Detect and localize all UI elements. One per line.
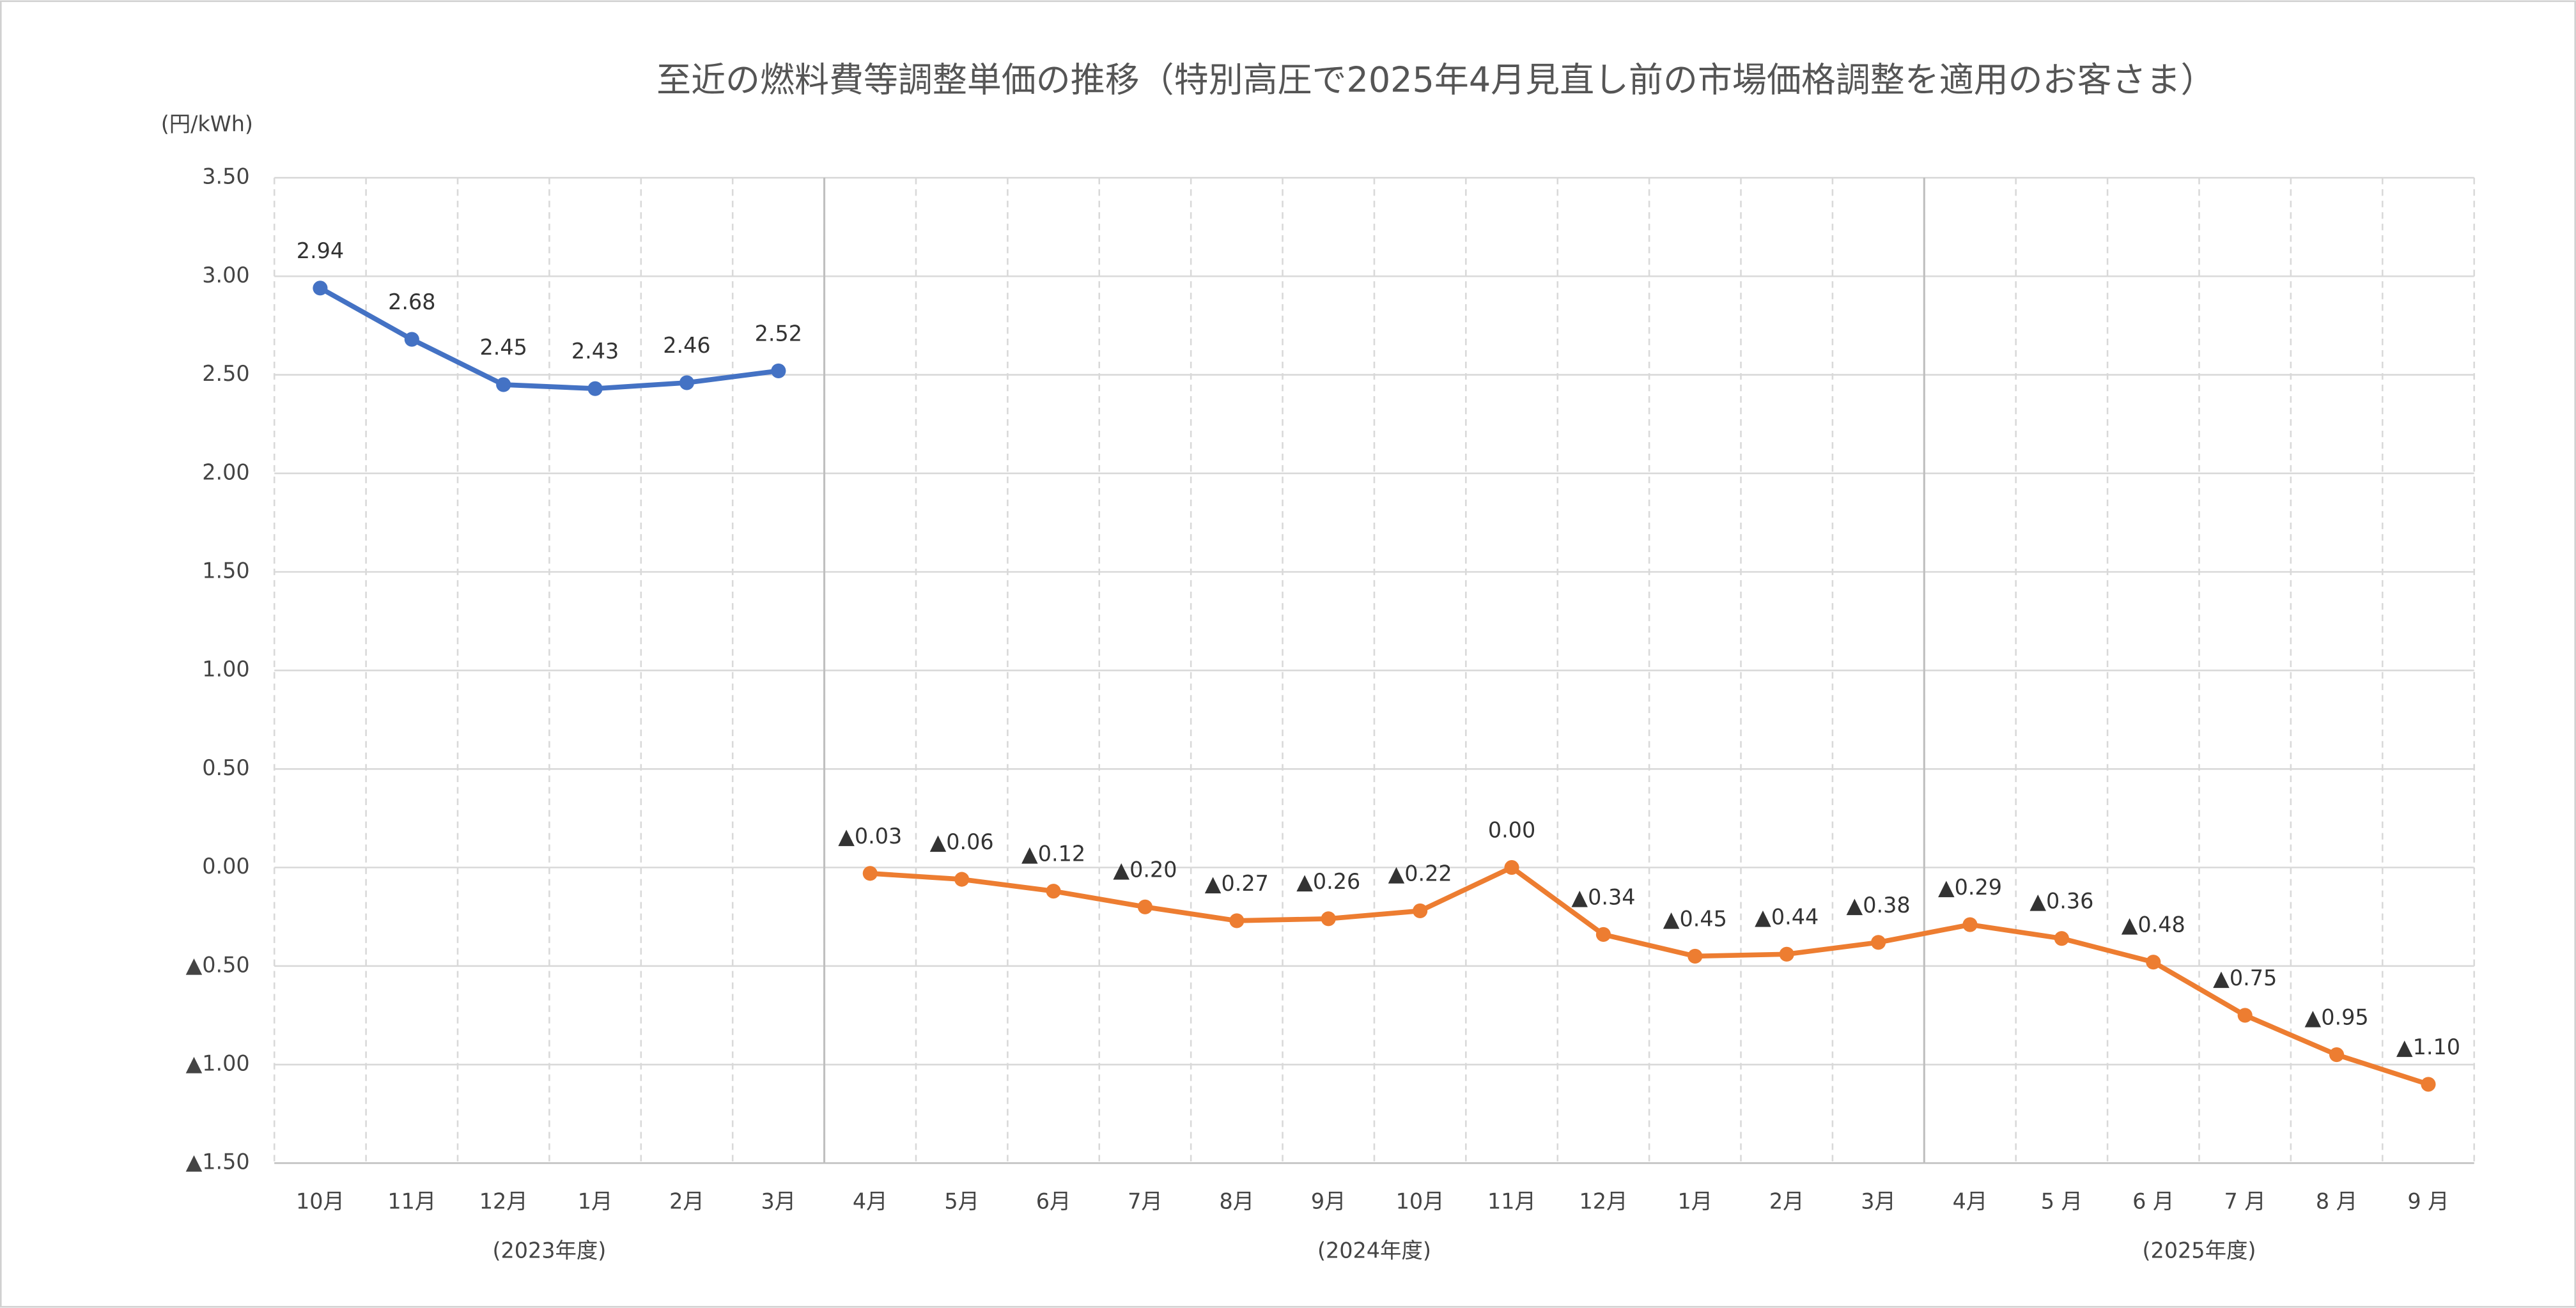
data-point [1046,884,1061,899]
data-label: ▲0.45 [1663,906,1727,931]
data-label: ▲0.44 [1755,904,1819,929]
data-point [1688,948,1703,964]
x-tick-label: 7月 [1128,1189,1163,1213]
data-label: ▲0.38 [1847,893,1911,918]
x-tick-label: 1月 [1677,1189,1712,1213]
data-label: ▲0.48 [2122,912,2185,937]
group-label: (2025年度) [2143,1238,2256,1263]
x-tick-label: 4月 [853,1189,888,1213]
y-tick-label: 1.00 [202,657,249,682]
data-label: ▲1.10 [2396,1035,2460,1059]
data-point [1321,911,1336,927]
data-label: ▲0.27 [1205,871,1269,896]
x-tick-label: 5月 [944,1189,979,1213]
data-point [1779,946,1794,962]
data-point [771,363,786,378]
x-tick-label: 3月 [761,1189,796,1213]
y-tick-label: ▲1.00 [186,1051,250,1076]
data-label: 2.45 [480,335,527,360]
data-point [954,872,970,887]
x-tick-label: 12月 [1579,1189,1627,1213]
data-point [313,281,328,296]
y-tick-label: 3.50 [202,164,249,189]
data-label: ▲0.12 [1021,842,1085,866]
data-label: ▲0.06 [930,829,994,854]
series-line [870,865,2430,1087]
x-tick-label: 9 月 [2407,1189,2449,1213]
data-label: ▲0.34 [1571,884,1635,909]
data-label: 2.46 [663,333,710,358]
x-tick-label: 10月 [1396,1189,1445,1213]
x-tick-label: 12月 [479,1189,528,1213]
x-tick-label: 2月 [1769,1189,1804,1213]
data-point [1229,913,1245,928]
data-point [404,332,419,347]
data-label: ▲0.22 [1388,861,1452,886]
series-line [319,286,779,392]
y-tick-label: 2.00 [202,459,249,484]
group-label: (2023年度) [492,1238,606,1263]
data-point [2237,1008,2253,1023]
x-tick-label: 4月 [1953,1189,1988,1213]
x-tick-label: 1月 [578,1189,613,1213]
x-tick-label: 11月 [1487,1189,1536,1213]
chart-title: 至近の燃料費等調整単価の推移（特別高圧で2025年4月見直し前の市場価格調整を適… [656,60,2215,100]
x-tick-label: 7 月 [2224,1189,2266,1213]
y-tick-label: ▲1.50 [186,1150,250,1174]
data-point [2054,931,2069,946]
x-tick-label: 2月 [669,1189,704,1213]
data-point [2146,955,2161,970]
data-label: ▲0.03 [838,824,902,849]
y-tick-label: 3.00 [202,263,249,288]
y-tick-label: 0.50 [202,755,249,780]
data-label: ▲0.20 [1113,857,1177,882]
data-label: 2.52 [755,321,802,346]
data-point [1504,860,1519,875]
data-point [1595,927,1611,943]
data-point [1871,935,1886,950]
x-tick-label: 10月 [296,1189,345,1213]
x-tick-label: 8 月 [2316,1189,2357,1213]
data-label: 2.94 [297,238,344,263]
data-label: ▲0.36 [2029,889,2093,914]
y-tick-label: 1.50 [202,558,249,583]
data-label: ▲0.75 [2213,966,2277,990]
x-tick-label: 11月 [387,1189,436,1213]
data-label: ▲0.26 [1296,869,1360,894]
data-point [2329,1047,2345,1063]
x-tick-label: 6 月 [2132,1189,2174,1213]
data-label: 2.43 [571,339,619,364]
y-tick-label: 0.00 [202,854,249,879]
data-point [587,381,603,396]
y-tick-label: 2.50 [202,361,249,386]
data-point [2421,1077,2436,1092]
data-point [862,866,878,881]
data-label: 0.00 [1488,818,1535,843]
data-point [1962,917,1978,932]
data-point [496,377,511,392]
y-unit-label: (円/kWh) [161,111,253,136]
data-point [679,375,695,390]
y-tick-label: ▲0.50 [186,952,250,977]
x-tick-label: 5 月 [2041,1189,2083,1213]
data-label: 2.68 [388,289,435,314]
data-label: ▲0.95 [2305,1005,2369,1030]
data-label: ▲0.29 [1938,875,2002,900]
data-point [1413,903,1428,919]
x-tick-label: 9月 [1311,1189,1346,1213]
x-tick-label: 6月 [1036,1189,1071,1213]
group-label: (2024年度) [1317,1238,1431,1263]
x-tick-label: 8月 [1220,1189,1255,1213]
data-point [1137,899,1153,914]
x-tick-label: 3月 [1861,1189,1896,1213]
